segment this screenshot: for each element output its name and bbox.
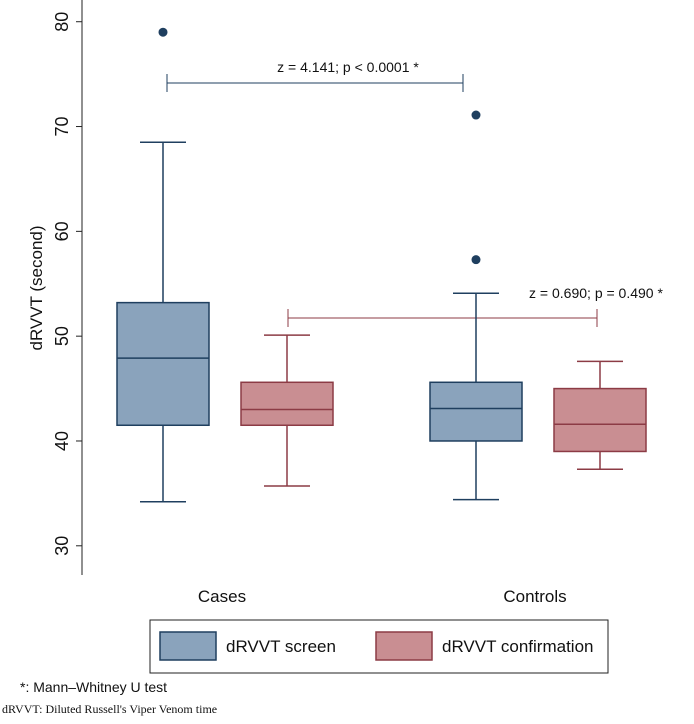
legend-label: dRVVT confirmation xyxy=(442,637,594,656)
y-tick-label: 30 xyxy=(52,536,72,556)
box xyxy=(429,381,523,442)
y-axis-label: dRVVT (second) xyxy=(27,225,46,350)
x-tick-label: Cases xyxy=(198,587,246,606)
footnote: *: Mann–Whitney U test xyxy=(20,679,167,695)
x-tick-label: Controls xyxy=(503,587,566,606)
y-tick-label: 50 xyxy=(52,326,72,346)
legend-swatch xyxy=(375,631,433,661)
y-tick-label: 80 xyxy=(52,12,72,32)
outlier xyxy=(471,255,481,265)
y-tick-label: 70 xyxy=(52,117,72,137)
y-tick-label: 40 xyxy=(52,431,72,451)
annotation: z = 4.141; p < 0.0001 * xyxy=(277,59,419,75)
footnote: dRVVT: Diluted Russell's Viper Venom tim… xyxy=(2,702,217,716)
annotation: z = 0.690; p = 0.490 * xyxy=(529,285,663,301)
outlier xyxy=(471,110,481,120)
legend-swatch xyxy=(159,631,217,661)
legend-label: dRVVT screen xyxy=(226,637,336,656)
outlier xyxy=(158,27,168,37)
plot-background xyxy=(0,0,680,680)
y-tick-label: 60 xyxy=(52,221,72,241)
box xyxy=(240,381,334,427)
box xyxy=(553,387,647,453)
box xyxy=(116,301,210,427)
